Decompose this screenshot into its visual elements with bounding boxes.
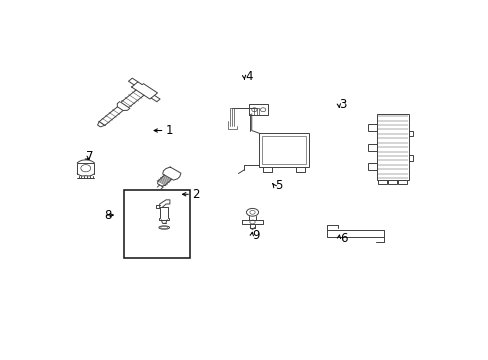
Bar: [367, 163, 376, 170]
Text: 4: 4: [244, 70, 252, 83]
Bar: [397, 180, 407, 184]
Bar: [408, 131, 412, 136]
Bar: [367, 124, 376, 131]
Bar: [387, 180, 396, 184]
Bar: [262, 135, 305, 164]
Bar: [408, 156, 412, 161]
Bar: [377, 180, 386, 184]
Text: 8: 8: [104, 208, 112, 221]
Text: 9: 9: [252, 229, 260, 242]
Bar: [123, 190, 189, 258]
Text: 2: 2: [191, 188, 199, 201]
Text: 5: 5: [275, 179, 282, 193]
Bar: [259, 133, 308, 167]
Bar: [376, 114, 408, 180]
Text: 1: 1: [165, 124, 172, 137]
Bar: [367, 144, 376, 151]
Text: 3: 3: [339, 98, 346, 111]
Text: 7: 7: [85, 150, 93, 163]
Text: 6: 6: [339, 232, 346, 245]
